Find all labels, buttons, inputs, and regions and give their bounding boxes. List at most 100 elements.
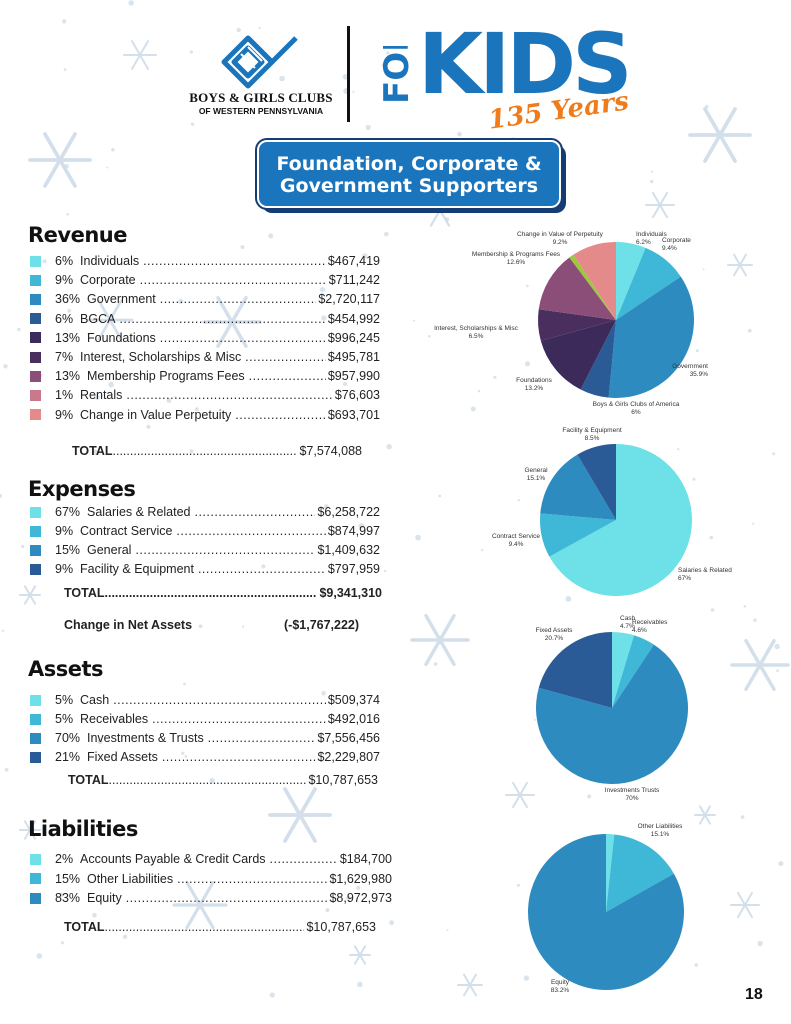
snow-dot (325, 908, 330, 913)
row-label: Contract Service (80, 524, 173, 538)
snow-dot (704, 104, 709, 109)
snow-dot (523, 975, 530, 981)
snow-dot (122, 934, 128, 939)
snow-dot (774, 643, 780, 650)
row-amount: $797,959 (327, 562, 380, 576)
snow-dot (190, 122, 195, 126)
pie-slice (536, 644, 688, 784)
row-percent: 67% (55, 505, 81, 519)
row-percent: 9% (55, 273, 74, 288)
snowflake-icon (268, 787, 332, 843)
row-percent: 83% (55, 891, 81, 905)
snow-dot (747, 328, 752, 333)
row-amount: $495,781 (327, 350, 380, 364)
row-label: Accounts Payable & Credit Cards (80, 852, 266, 866)
pie-label: Facility & Equipment 8.5% (562, 427, 621, 442)
liabilities-total: TOTAL $10,787,653 (64, 918, 376, 936)
snow-dot (433, 662, 438, 666)
page-number: 18 (745, 986, 763, 1003)
snow-dot (269, 992, 275, 998)
pie-slice (573, 242, 616, 320)
snow-dot (358, 523, 365, 529)
snow-dot (516, 883, 520, 887)
snowflake-icon (19, 585, 41, 605)
snow-dot (743, 605, 747, 608)
pie-slice (580, 320, 616, 398)
org-subtitle: OF WESTERN PENNSYLVANIA (198, 106, 324, 116)
pie-label: Corporate 9.4% (662, 237, 691, 252)
snow-dot (477, 390, 481, 393)
snow-dot (757, 940, 763, 947)
snow-dot (146, 424, 151, 429)
row-amount: $2,720,117 (318, 292, 380, 307)
org-name: BOYS & GIRLS CLUBS (189, 90, 333, 105)
snow-dot (61, 941, 64, 945)
pie-slice (540, 320, 616, 390)
row-percent: 9% (55, 562, 74, 576)
row-label: Fixed Assets (86, 750, 158, 764)
pie-slice (616, 247, 681, 320)
snow-dot (384, 231, 389, 237)
pie-slice (540, 513, 616, 557)
row-percent: 9% (55, 407, 74, 422)
row-amount: $8,972,973 (329, 891, 392, 905)
page-title-line1: Foundation, Corporate & (276, 153, 542, 175)
row-amount: $1,409,632 (317, 543, 380, 557)
legend-swatch (30, 351, 41, 363)
snow-dot (108, 381, 114, 388)
revenue-pie-chart: Individuals 6.2% Corporate 9.4% Government 35… (434, 231, 708, 416)
revenue-total: TOTAL $7,574,088 (72, 442, 362, 460)
row-amount: $996,245 (327, 330, 380, 345)
pie-label: Membership & Programs Fees 12.6% (472, 251, 561, 266)
legend-swatch (30, 732, 41, 744)
pie-label: Interest, Scholarships & Misc 6.5% (434, 325, 519, 340)
snow-dot (488, 86, 492, 90)
snow-dot (694, 963, 698, 967)
row-amount: $711,242 (328, 273, 380, 288)
snowflake-icon (123, 40, 157, 70)
club-hands-logo-icon (221, 35, 298, 89)
org-logo: BOYS & GIRLS CLUBS OF WESTERN PENNSYLVAN… (186, 34, 336, 124)
pie-slice (606, 834, 674, 912)
pie-label: Foundations 13.2% (516, 377, 553, 392)
snow-dot (36, 953, 43, 959)
snow-dot (446, 929, 449, 932)
snow-dot (752, 522, 755, 525)
row-label: Foundations (86, 330, 156, 345)
revenue-row: 1% Rentals $76,603 (30, 386, 380, 404)
pie-label: Receivables 4.6% (632, 619, 668, 634)
expenses-total-amount: $9,341,310 (319, 586, 382, 600)
legend-swatch (30, 409, 41, 421)
legend-swatch (30, 255, 41, 267)
legend-swatch (30, 563, 41, 575)
snow-dot (258, 26, 261, 30)
row-label: Receivables (80, 712, 149, 726)
pie-slice (606, 834, 615, 912)
revenue-row: 13% Membership Programs Fees $957,990 (30, 367, 380, 385)
legend-swatch (30, 370, 41, 382)
snow-dot (525, 361, 530, 367)
assets-pie-chart: Cash 4.7%Receivables 4.6% Investments Trust… (536, 615, 688, 802)
pie-slice (569, 254, 616, 320)
legend-swatch (30, 544, 41, 556)
snowflake-icon (410, 614, 470, 666)
pie-slice (612, 635, 654, 708)
snow-dot (64, 164, 69, 169)
snow-dot (92, 912, 97, 918)
snow-dot (710, 608, 715, 612)
snow-dot (3, 364, 8, 369)
revenue-row: 13% Foundations $996,245 (30, 329, 380, 347)
legend-swatch (30, 389, 41, 401)
snow-dot (66, 213, 69, 216)
page-title-banner: Foundation, Corporate & Government Suppo… (255, 138, 563, 210)
snow-dot (650, 179, 654, 184)
snow-dot (772, 452, 776, 456)
snowflake-icon (19, 820, 41, 840)
snow-dot (511, 137, 514, 140)
snow-dot (342, 381, 348, 387)
liabilities-row: 83% Equity $8,972,973 (30, 889, 392, 907)
snow-dot (695, 349, 699, 353)
pie-label: Individuals 6.2% (636, 231, 667, 246)
liabilities-pie-chart: Other Liabilities 15.1% Equity 83.2% (528, 823, 684, 994)
row-percent: 15% (55, 543, 81, 557)
